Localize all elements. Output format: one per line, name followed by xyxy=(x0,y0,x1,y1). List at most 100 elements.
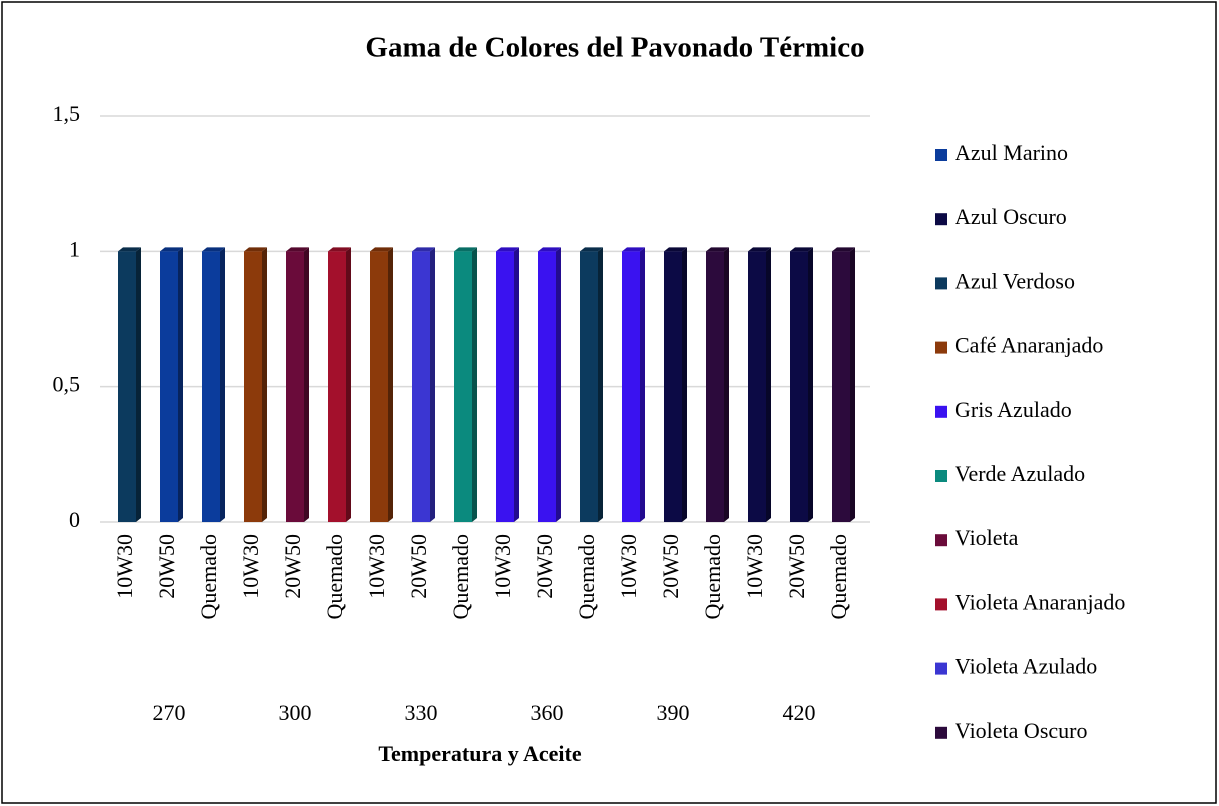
legend-label: Azul Oscuro xyxy=(955,204,1067,229)
bar xyxy=(748,251,766,523)
bar-top xyxy=(370,247,393,252)
y-tick-label: 0,5 xyxy=(53,372,81,397)
bar-top xyxy=(790,247,813,252)
legend-swatch xyxy=(935,662,947,675)
bar-side xyxy=(346,247,351,523)
y-tick-label: 1,5 xyxy=(53,101,81,126)
x-group-label: 330 xyxy=(405,700,438,725)
bar xyxy=(118,251,136,523)
bar-side xyxy=(388,247,393,523)
bar xyxy=(538,251,556,523)
legend-label: Violeta xyxy=(955,525,1019,550)
bar xyxy=(454,251,472,523)
bar-side xyxy=(640,247,645,523)
x-axis-title: Temperatura y Aceite xyxy=(378,741,581,766)
legend-swatch xyxy=(935,598,947,611)
x-tick-label: 10W30 xyxy=(490,534,515,599)
bar-top xyxy=(454,247,477,252)
bar-side xyxy=(178,247,183,523)
x-group-label: 300 xyxy=(279,700,312,725)
legend-swatch xyxy=(935,341,947,354)
bar-side xyxy=(682,247,687,523)
x-tick-label: 20W50 xyxy=(658,534,683,599)
x-tick-label: Quemado xyxy=(322,534,347,620)
bar-side xyxy=(304,247,309,523)
x-group-label: 270 xyxy=(153,700,186,725)
legend-label: Violeta Oscuro xyxy=(955,718,1087,743)
bar xyxy=(832,251,850,523)
x-tick-label: 20W50 xyxy=(406,534,431,599)
bar-side xyxy=(430,247,435,523)
x-tick-label: 20W50 xyxy=(280,534,305,599)
x-tick-label: 20W50 xyxy=(532,534,557,599)
x-tick-label: Quemado xyxy=(826,534,851,620)
bar-side xyxy=(850,247,855,523)
legend-swatch xyxy=(935,534,947,547)
legend-label: Café Anaranjado xyxy=(955,333,1103,358)
bar xyxy=(664,251,682,523)
bar xyxy=(622,251,640,523)
x-tick-label: 10W30 xyxy=(742,534,767,599)
bar-top xyxy=(580,247,603,252)
bar-side xyxy=(724,247,729,523)
legend-label: Azul Marino xyxy=(955,140,1068,165)
bar xyxy=(202,251,220,523)
bar xyxy=(244,251,262,523)
bar xyxy=(286,251,304,523)
x-group-label: 360 xyxy=(531,700,564,725)
bar-top xyxy=(412,247,435,252)
legend-label: Azul Verdoso xyxy=(955,268,1075,293)
legend-swatch xyxy=(935,213,947,226)
legend-swatch xyxy=(935,405,947,418)
bar-top xyxy=(286,247,309,252)
bar xyxy=(496,251,514,523)
bar-side xyxy=(472,247,477,523)
bar-top xyxy=(328,247,351,252)
bar-side xyxy=(262,247,267,523)
x-tick-label: Quemado xyxy=(196,534,221,620)
legend-label: Violeta Anaranjado xyxy=(955,589,1125,614)
bar-top xyxy=(664,247,687,252)
y-tick-label: 0 xyxy=(69,507,80,532)
bar-side xyxy=(220,247,225,523)
chart-title: Gama de Colores del Pavonado Térmico xyxy=(365,32,864,64)
bar-side xyxy=(136,247,141,523)
legend-swatch xyxy=(935,470,947,482)
x-tick-label: 20W50 xyxy=(154,534,179,599)
x-tick-label: 10W30 xyxy=(616,534,641,599)
x-tick-label: Quemado xyxy=(448,534,473,620)
x-tick-label: 20W50 xyxy=(784,534,809,599)
x-tick-label: 10W30 xyxy=(238,534,263,599)
bar-top xyxy=(832,247,855,252)
bar-top xyxy=(160,247,183,252)
x-tick-label: 10W30 xyxy=(112,534,137,599)
bar-top xyxy=(706,247,729,252)
bar xyxy=(790,251,808,523)
bar xyxy=(328,251,346,523)
legend-label: Violeta Azulado xyxy=(955,654,1097,679)
bar-top xyxy=(244,247,267,252)
bar-side xyxy=(598,247,603,523)
x-tick-label: Quemado xyxy=(574,534,599,620)
bar-side xyxy=(556,247,561,523)
bar-top xyxy=(622,247,645,252)
bar xyxy=(370,251,388,523)
bar xyxy=(706,251,724,523)
legend-label: Gris Azulado xyxy=(955,397,1072,422)
legend-swatch xyxy=(935,726,947,739)
x-group-label: 390 xyxy=(657,700,690,725)
bar-top xyxy=(118,247,141,252)
legend-label: Verde Azulado xyxy=(955,461,1085,486)
bar-top xyxy=(748,247,771,252)
x-tick-label: 10W30 xyxy=(364,534,389,599)
y-tick-label: 1 xyxy=(69,236,80,261)
x-tick-label: Quemado xyxy=(700,534,725,620)
bar xyxy=(580,251,598,523)
bar-side xyxy=(808,247,813,523)
bar-top xyxy=(538,247,561,252)
bar-top xyxy=(202,247,225,252)
legend-swatch xyxy=(935,149,947,161)
bar-side xyxy=(514,247,519,523)
bar-top xyxy=(496,247,519,252)
